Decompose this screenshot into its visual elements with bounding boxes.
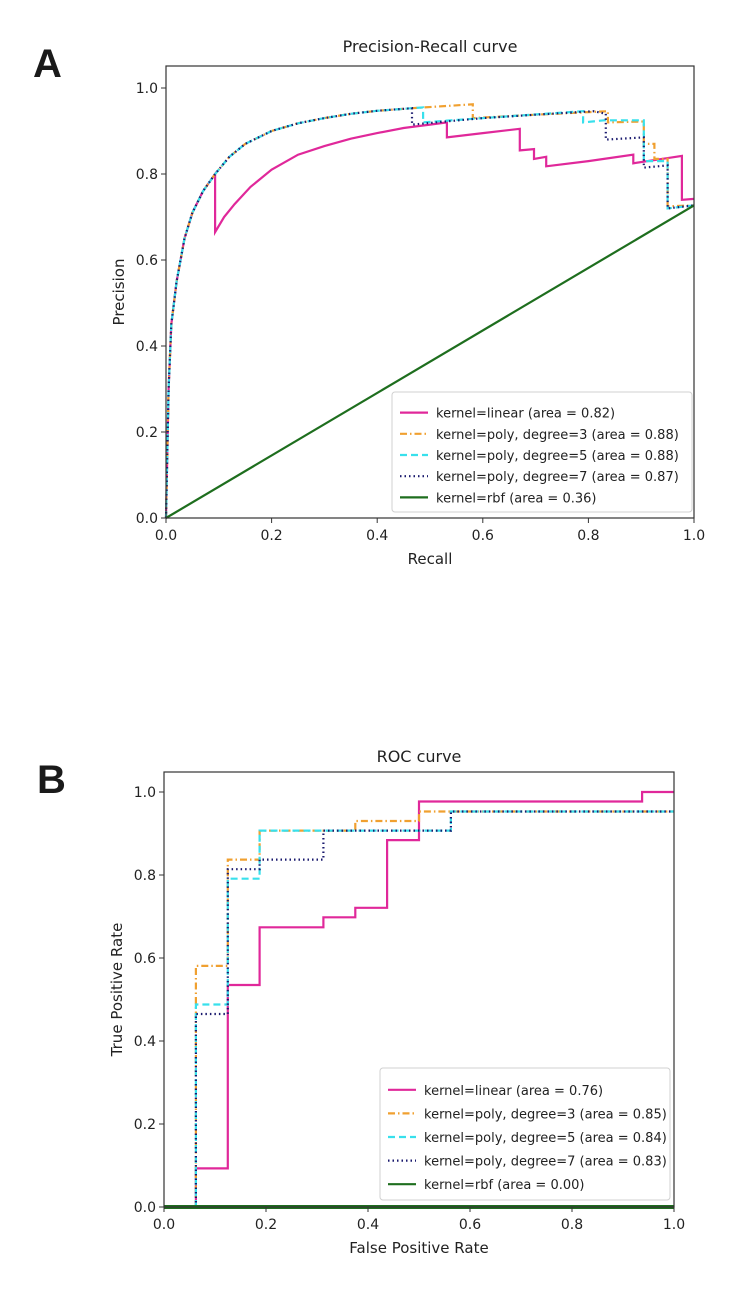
y-tick-label: 0.2 bbox=[134, 1117, 156, 1133]
x-axis-label: False Positive Rate bbox=[349, 1239, 488, 1257]
y-tick-label: 0.0 bbox=[134, 1200, 156, 1216]
axes-frame bbox=[163, 771, 675, 1208]
x-tick-label: 0.2 bbox=[255, 1217, 277, 1233]
legend-entry-rbf: kernel=rbf (area = 0.00) bbox=[424, 1178, 584, 1193]
series-line-linear bbox=[194, 790, 674, 1207]
y-axis-label: True Positive Rate bbox=[108, 923, 126, 1058]
y-tick-label: 0.6 bbox=[136, 253, 158, 269]
legend-entry-rbf: kernel=rbf (area = 0.36) bbox=[436, 491, 596, 506]
y-tick-label: 1.0 bbox=[136, 81, 158, 97]
x-tick-label: 0.4 bbox=[366, 528, 388, 544]
series-group bbox=[164, 103, 695, 519]
legend-entry-poly5: kernel=poly, degree=5 (area = 0.84) bbox=[424, 1131, 667, 1146]
x-tick-label: 0.6 bbox=[459, 1217, 481, 1233]
roc-chart: ROC curve 0.0 0.2 0.4 0.6 0.8 1.0 0.0 0.2 0.4 0.6 0… bbox=[108, 747, 685, 1257]
series-line-poly5 bbox=[164, 106, 695, 519]
y-tick-label: 0.6 bbox=[134, 951, 156, 967]
chart-title: Precision-Recall curve bbox=[343, 37, 518, 56]
y-tick-label: 0.4 bbox=[136, 339, 158, 355]
x-tick-label: 0.8 bbox=[577, 528, 599, 544]
panel-label-a: A bbox=[33, 42, 62, 86]
x-tick-label: 1.0 bbox=[683, 528, 705, 544]
x-tick-label: 0.2 bbox=[260, 528, 282, 544]
legend: kernel=linear (area = 0.76) kernel=poly, … bbox=[379, 1067, 671, 1201]
legend-entry-poly7: kernel=poly, degree=7 (area = 0.83) bbox=[424, 1155, 667, 1170]
legend-box bbox=[379, 1067, 671, 1201]
series-line-poly3 bbox=[164, 103, 695, 519]
axes-frame bbox=[165, 65, 695, 519]
x-tick-label: 1.0 bbox=[663, 1217, 685, 1233]
legend-entry-poly5: kernel=poly, degree=5 (area = 0.88) bbox=[436, 449, 679, 464]
y-tick-label: 0.0 bbox=[136, 511, 158, 527]
y-tick-label: 0.4 bbox=[134, 1034, 156, 1050]
x-tick-label: 0.6 bbox=[472, 528, 494, 544]
x-tick-label: 0.0 bbox=[155, 528, 177, 544]
legend-entry-linear: kernel=linear (area = 0.82) bbox=[436, 407, 615, 422]
legend-entry-poly3: kernel=poly, degree=3 (area = 0.88) bbox=[436, 428, 679, 443]
legend: kernel=linear (area = 0.82) kernel=poly, … bbox=[391, 391, 693, 513]
chart-title: ROC curve bbox=[377, 747, 462, 766]
y-tick-label: 1.0 bbox=[134, 785, 156, 801]
legend-entry-poly7: kernel=poly, degree=7 (area = 0.87) bbox=[436, 470, 679, 485]
series-line-rbf bbox=[165, 204, 695, 519]
y-tick-label: 0.8 bbox=[134, 868, 156, 884]
x-axis-label: Recall bbox=[408, 550, 453, 568]
y-axis-label: Precision bbox=[110, 259, 128, 326]
precision-recall-chart: Precision-Recall curve 0.0 0.2 0.4 0.6 0.8 1.0… bbox=[110, 37, 705, 568]
legend-box bbox=[391, 391, 693, 513]
y-tick-label: 0.2 bbox=[136, 425, 158, 441]
legend-entry-linear: kernel=linear (area = 0.76) bbox=[424, 1084, 603, 1099]
panel-label-b: B bbox=[37, 758, 66, 802]
x-tick-label: 0.4 bbox=[357, 1217, 379, 1233]
legend-entry-poly3: kernel=poly, degree=3 (area = 0.85) bbox=[424, 1107, 667, 1122]
y-tick-label: 0.8 bbox=[136, 167, 158, 183]
x-tick-label: 0.8 bbox=[561, 1217, 583, 1233]
x-tick-label: 0.0 bbox=[153, 1217, 175, 1233]
